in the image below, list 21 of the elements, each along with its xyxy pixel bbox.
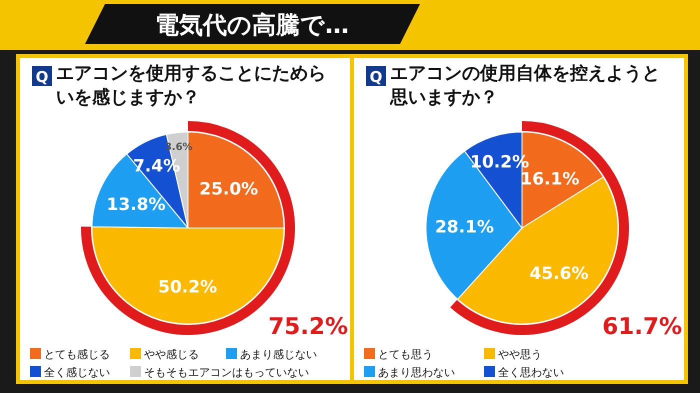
data-label: 13.8% [106,195,166,216]
legend-label: あまり思わない [378,366,455,379]
text: 75.2% [268,314,348,340]
text: 61.7% [602,314,682,340]
legend-label: あまり感じない [240,348,317,361]
chart-subtitle: エアコンを使用することにためらいを感じますか？ [56,62,326,110]
text: Q [370,68,382,86]
data-label: 25.0% [199,179,258,200]
legend-label: とても感じる [44,348,110,361]
data-label: 50.2% [158,278,218,298]
data-label: 45.6% [530,264,588,284]
data-label: 28.1% [434,217,494,238]
legend-label: やや思う [498,348,542,361]
legend-label: そもそもエアコンはもっていない [144,366,309,379]
data-label: 16.1% [520,170,580,190]
legend-label: 全く思わない [498,366,564,379]
chart-title: 電気代の高騰で… [155,11,349,39]
legend-label: とても思う [378,348,433,361]
legend-label: やや感じる [144,348,199,361]
text: Q [36,68,48,86]
legend-label: 全く感じない [44,366,110,379]
